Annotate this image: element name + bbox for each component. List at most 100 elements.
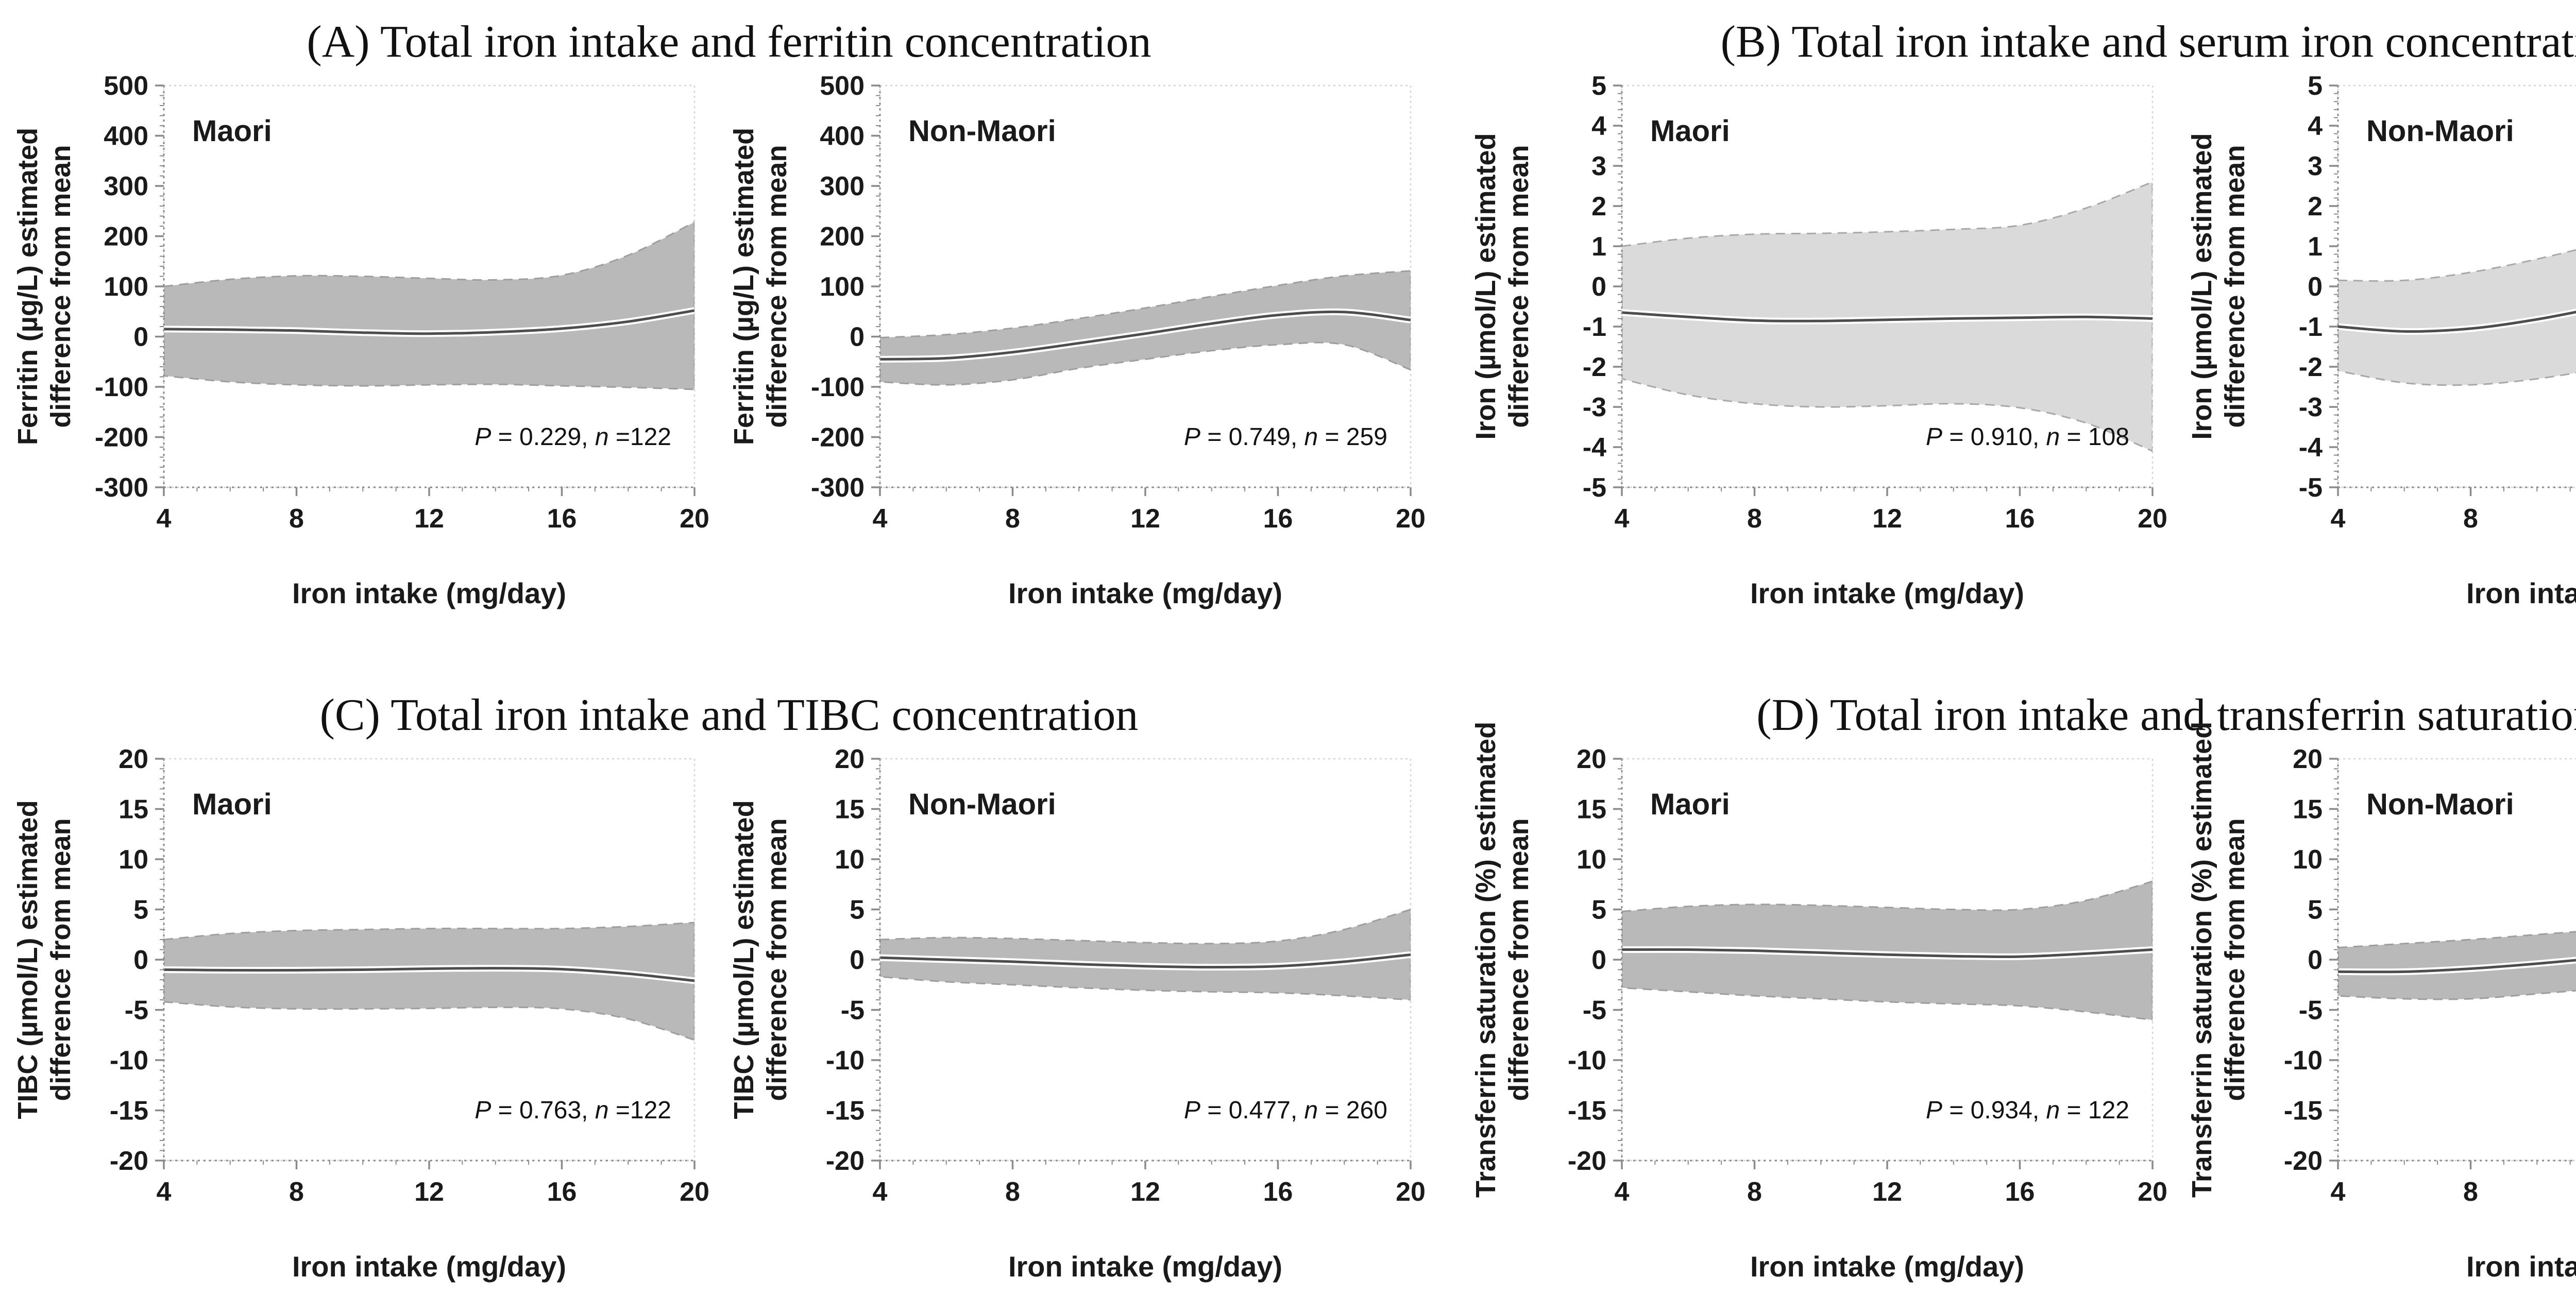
x-tick-label: 16	[2005, 504, 2035, 534]
y-tick-label: 15	[835, 795, 865, 825]
stats-annotation: P = 0.477, n = 260	[1184, 1097, 1387, 1124]
y-tick-label: 1	[2308, 232, 2323, 262]
y-tick-label: -3	[1583, 393, 1606, 422]
x-tick-label: 16	[1263, 1177, 1293, 1207]
y-axis-label-line2: difference from mean	[761, 145, 792, 428]
plot-area	[1622, 880, 2153, 1021]
y-tick-label: 5	[1591, 71, 1606, 101]
y-tick-label: -5	[1583, 473, 1606, 503]
trend-line	[1622, 948, 2153, 958]
y-tick-label: 20	[118, 744, 148, 774]
y-tick-label: -15	[2284, 1096, 2323, 1126]
y-tick-label: -200	[95, 423, 148, 453]
y-tick-label: -4	[2299, 433, 2323, 463]
y-tick-label: -5	[2299, 473, 2323, 503]
y-axis-label-line2: difference from mean	[45, 145, 76, 428]
x-tick-label: 8	[289, 1177, 304, 1207]
y-tick-label: -10	[826, 1046, 865, 1076]
y-tick-label: 10	[1577, 845, 1606, 875]
confidence-band	[164, 922, 694, 1041]
y-tick-label: -100	[811, 372, 865, 402]
y-axis-label-line2: difference from mean	[761, 818, 792, 1101]
y-axis-label-line1: Transferrin saturation (%) estimated	[2187, 722, 2217, 1198]
y-axis-label-line1: Iron (µmol/L) estimated	[1470, 133, 1501, 439]
y-tick-label: 500	[820, 71, 865, 101]
panel-A: (A) Total iron intake and ferritin conce…	[0, 0, 1458, 656]
x-tick-label: 4	[157, 1177, 172, 1207]
y-axis-label-line1: Ferritin (µg/L) estimated	[728, 128, 759, 445]
y-tick-label: 400	[104, 122, 148, 151]
x-tick-label: 16	[2005, 1177, 2035, 1207]
y-tick-label: 100	[820, 272, 865, 302]
x-tick-label: 4	[873, 1177, 888, 1207]
x-tick-label: 8	[1005, 1177, 1020, 1207]
y-tick-label: -20	[1568, 1146, 1606, 1176]
confidence-band	[164, 221, 694, 390]
x-tick-label: 4	[1615, 1177, 1630, 1207]
y-tick-label: 0	[2308, 945, 2323, 975]
confidence-band	[2338, 249, 2576, 386]
y-tick-label: -5	[125, 996, 148, 1026]
trend-line	[2338, 959, 2576, 974]
y-tick-label: -3	[2299, 393, 2323, 422]
panel-B-title: (B) Total iron intake and serum iron con…	[1720, 17, 2576, 67]
x-tick-label: 12	[414, 1177, 444, 1207]
stats-annotation: P = 0.229, n =122	[474, 423, 671, 451]
x-tick-label: 20	[1396, 1177, 1426, 1207]
y-tick-label: 0	[133, 945, 148, 975]
y-tick-label: -5	[1583, 996, 1606, 1026]
x-tick-label: 4	[1615, 504, 1630, 534]
x-axis-label: Iron intake (mg/day)	[1008, 1250, 1282, 1283]
x-tick-label: 20	[1396, 504, 1426, 534]
y-tick-label: -2	[2299, 352, 2323, 382]
panel-D-subplots: -20 -15 -10 -5 0 5 10 15 20 4 8 12 16 20 Iron intake (…	[1458, 722, 2576, 1312]
trend-line	[880, 953, 1411, 969]
group-label: Maori	[1650, 114, 1730, 148]
panel-C-subplots: -20 -15 -10 -5 0 5 10 15 20 4 8 12 16 20 Iron intake (…	[0, 744, 1458, 1312]
y-axis-label-line2: difference from mean	[1503, 818, 1534, 1101]
y-tick-label: -300	[95, 473, 148, 503]
y-tick-label: 15	[2293, 795, 2323, 825]
x-tick-label: 12	[414, 504, 444, 534]
y-tick-label: -15	[110, 1096, 148, 1126]
group-label: Maori	[192, 788, 272, 821]
y-axis-label-line1: Transferrin saturation (%) estimated	[1470, 722, 1501, 1198]
x-tick-label: 20	[680, 1177, 709, 1207]
x-tick-label: 12	[1872, 1177, 1902, 1207]
trend-line	[164, 967, 694, 982]
panel-B-subplots: -5 -4 -3 -2 -1 0 1 2 3 4 5 4 8 12 16 20 Iron intake (mg/…	[1458, 71, 2576, 655]
y-tick-label: 200	[820, 222, 865, 252]
y-tick-label: -15	[826, 1096, 865, 1126]
y-tick-label: 1	[1591, 232, 1606, 262]
stats-annotation: P = 0.749, n = 259	[1184, 423, 1387, 451]
y-tick-label: -15	[1568, 1096, 1606, 1126]
panel-B: (B) Total iron intake and serum iron con…	[1458, 0, 2576, 656]
y-tick-label: 15	[1577, 795, 1606, 825]
y-tick-label: 5	[1591, 895, 1606, 925]
subplot-D-maori: -20 -15 -10 -5 0 5 10 15 20 4 8 12 16 20 Iron intake (…	[1470, 722, 2167, 1283]
y-tick-label: 20	[2293, 744, 2323, 774]
subplot-C-maori: -20 -15 -10 -5 0 5 10 15 20 4 8 12 16 20 Iron intake (…	[12, 744, 709, 1283]
trend-line	[2338, 311, 2576, 333]
y-tick-label: -20	[826, 1146, 865, 1176]
group-label: Maori	[1650, 788, 1730, 821]
group-label: Non-Maori	[908, 788, 1056, 821]
y-tick-label: 0	[850, 945, 865, 975]
y-tick-label: -1	[2299, 312, 2323, 342]
confidence-band	[880, 908, 1411, 1001]
plot-area	[164, 922, 694, 1041]
y-axis-label-line1: TIBC (µmol/L) estimated	[728, 800, 759, 1119]
x-tick-label: 16	[1263, 504, 1293, 534]
y-axis-label-line2: difference from mean	[2219, 145, 2250, 428]
x-axis-label: Iron intake (mg/day)	[2466, 1250, 2576, 1283]
x-axis-label: Iron intake (mg/day)	[1750, 577, 2024, 609]
group-label: Non-Maori	[908, 114, 1056, 148]
x-axis-label: Iron intake (mg/day)	[292, 577, 566, 609]
plot-area	[880, 270, 1411, 386]
y-tick-label: -1	[1583, 312, 1606, 342]
x-tick-label: 16	[547, 504, 577, 534]
y-tick-label: 0	[850, 322, 865, 352]
x-tick-label: 20	[2138, 1177, 2167, 1207]
